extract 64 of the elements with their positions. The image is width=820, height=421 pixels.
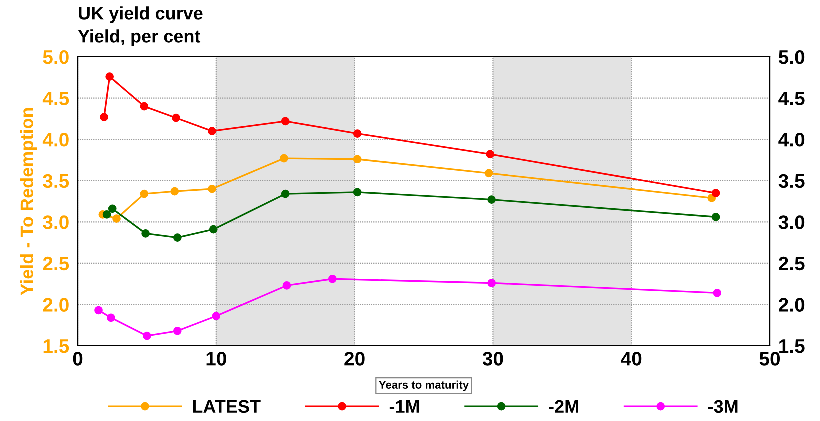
point <box>488 279 496 288</box>
y-tick-label: 2.0 <box>43 298 69 312</box>
x-tick-label: 20 <box>344 352 365 366</box>
y2-tick-label: 3.0 <box>778 216 805 230</box>
point <box>140 102 149 111</box>
x-tick-label: 40 <box>621 352 642 366</box>
legend-label: -3M <box>708 400 738 414</box>
point <box>112 214 121 224</box>
y2-tick-label: 2.5 <box>779 256 805 271</box>
y-tick-label: 1.5 <box>44 340 70 354</box>
point <box>353 188 362 197</box>
y-tick-label: 5.0 <box>43 50 69 64</box>
x-tick-label: 10 <box>206 352 226 366</box>
point <box>173 326 182 336</box>
point <box>281 190 290 198</box>
point <box>488 196 496 204</box>
legend-label: LATEST <box>193 400 261 414</box>
point <box>208 127 216 136</box>
point <box>108 204 117 214</box>
point <box>484 169 494 178</box>
point <box>713 288 722 298</box>
y2-tick-label: 3.5 <box>778 174 805 188</box>
x-tick-label: 0 <box>73 352 83 366</box>
point <box>328 274 337 284</box>
point <box>173 234 182 242</box>
point <box>100 113 108 122</box>
legend-label: -2M <box>549 400 578 413</box>
point <box>353 155 362 164</box>
point <box>143 332 152 340</box>
y-tick-label: 4.0 <box>42 133 69 147</box>
point <box>208 184 216 194</box>
point <box>281 117 290 126</box>
y2-tick-label: 1.5 <box>780 340 805 354</box>
x-axis-title: Years to maturity <box>379 380 470 392</box>
point <box>107 314 116 322</box>
point <box>282 282 292 290</box>
point <box>712 189 720 198</box>
point <box>102 210 112 219</box>
y-tick-label: 4.5 <box>42 92 70 106</box>
x-tick-label: 50 <box>760 352 780 366</box>
y2-tick-label: 4.5 <box>778 92 805 106</box>
point <box>172 114 180 122</box>
point <box>140 190 149 198</box>
point <box>486 150 495 159</box>
point <box>212 312 221 320</box>
y2-tick-label: 5.0 <box>778 50 805 64</box>
point <box>353 130 362 138</box>
point <box>280 154 288 163</box>
legend-label: -1M <box>390 400 420 413</box>
y-tick-label: 3.5 <box>43 174 70 188</box>
y-axis-title: Yield - To Redemption <box>20 108 38 296</box>
y2-tick-label: 4.0 <box>778 133 805 147</box>
point <box>209 225 218 234</box>
point <box>142 230 150 238</box>
y-tick-label: 3.0 <box>43 216 69 230</box>
point <box>106 72 114 81</box>
point <box>170 187 180 196</box>
y-tick-label: 2.5 <box>43 256 70 271</box>
y2-tick-label: 2.0 <box>779 298 805 312</box>
x-tick-label: 30 <box>482 352 504 366</box>
point <box>94 306 103 315</box>
chart-subtitle: Yield, per cent <box>78 30 201 46</box>
point <box>712 213 720 222</box>
chart-title: UK yield curve <box>79 6 203 24</box>
